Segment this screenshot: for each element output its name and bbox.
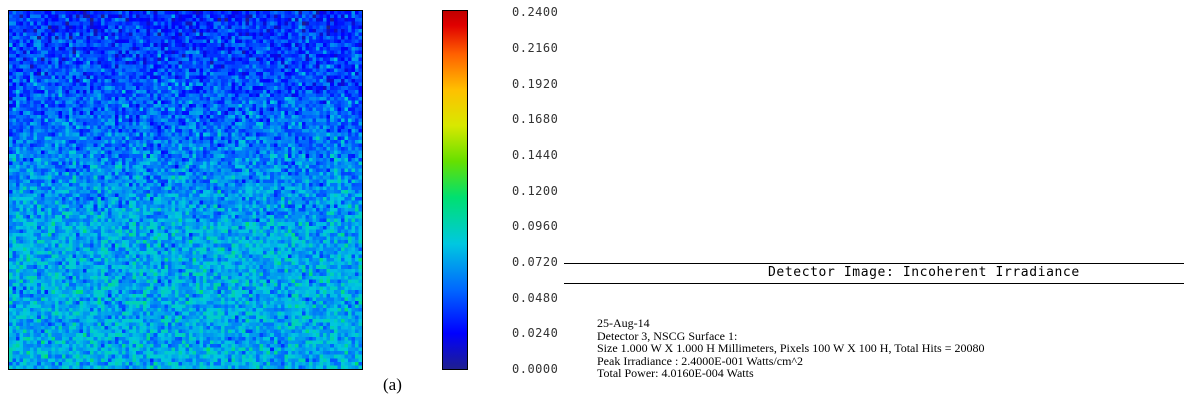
info-date: 25-Aug-14 — [597, 316, 650, 330]
figure-caption: (a) — [383, 375, 402, 394]
colorbar-tick-label: 0.0240 — [512, 326, 559, 340]
info-detector: Detector 3, NSCG Surface 1: — [597, 328, 738, 343]
colorbar-tick-label: 0.1920 — [512, 77, 559, 91]
colorbar-tick-label: 0.1440 — [512, 148, 559, 162]
title-rule-bottom — [564, 283, 1184, 284]
chart-title: Detector Image: Incoherent Irradiance — [768, 265, 1080, 280]
heatmap-canvas — [9, 11, 362, 369]
colorbar-tick-label: 0.2160 — [512, 41, 559, 55]
colorbar-tick-label: 0.2400 — [512, 5, 559, 19]
colorbar-gradient — [443, 11, 467, 369]
colorbar-tick-label: 0.1200 — [512, 184, 559, 198]
colorbar-tick-label: 0.0720 — [512, 255, 559, 269]
detector-info: 25-Aug-14 Detector 3, NSCG Surface 1: Si… — [597, 317, 984, 380]
colorbar-tick-label: 0.0480 — [512, 291, 559, 305]
info-size: Size 1.000 W X 1.000 H Millimeters, Pixe… — [597, 341, 985, 355]
colorbar-tick-label: 0.1680 — [512, 112, 559, 126]
info-peak-irradiance: Peak Irradiance : 2.4000E-001 Watts/cm^2 — [597, 353, 804, 368]
colorbar-tick-label: 0.0000 — [512, 362, 559, 376]
colorbar-tick-label: 0.0960 — [512, 219, 559, 233]
colorbar — [442, 10, 468, 370]
irradiance-heatmap — [8, 10, 363, 370]
info-total-power: Total Power: 4.0160E-004 Watts — [597, 366, 754, 380]
title-rule-top — [564, 263, 1184, 264]
